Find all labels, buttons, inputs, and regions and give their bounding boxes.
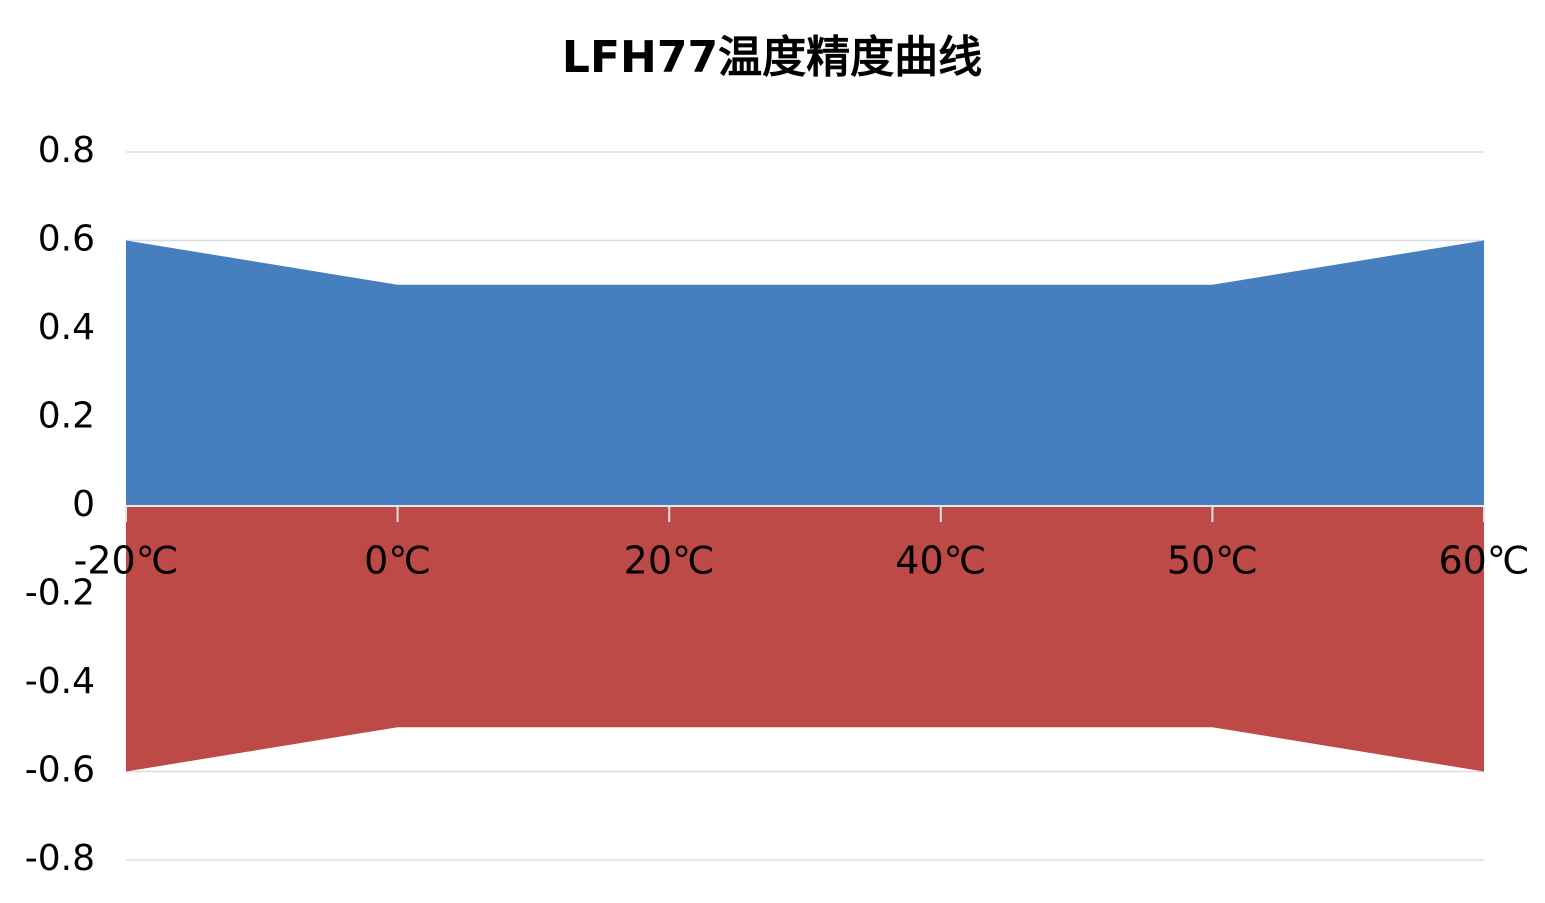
x-tick-label: 20℃	[624, 539, 715, 583]
y-tick-label: -0.8	[25, 838, 95, 879]
y-tick-label: 0	[72, 484, 95, 525]
area	[126, 240, 1484, 506]
x-tick-label: 50℃	[1167, 539, 1258, 583]
y-tick-label: -0.6	[25, 750, 95, 791]
y-tick-label: -0.4	[25, 661, 95, 702]
x-tick-label: 0℃	[364, 539, 431, 583]
x-tick-label: 40℃	[895, 539, 986, 583]
y-tick-label: -0.2	[25, 573, 95, 614]
y-tick-label: 0.4	[38, 307, 95, 348]
x-tick-label: 60℃	[1438, 539, 1529, 583]
y-tick-label: 0.2	[38, 396, 95, 437]
area	[126, 506, 1484, 772]
y-tick-label: 0.8	[38, 130, 95, 171]
chart-title: LFH77温度精度曲线	[562, 32, 982, 83]
y-tick-label: 0.6	[38, 219, 95, 260]
x-tick-label: -20℃	[74, 539, 179, 583]
